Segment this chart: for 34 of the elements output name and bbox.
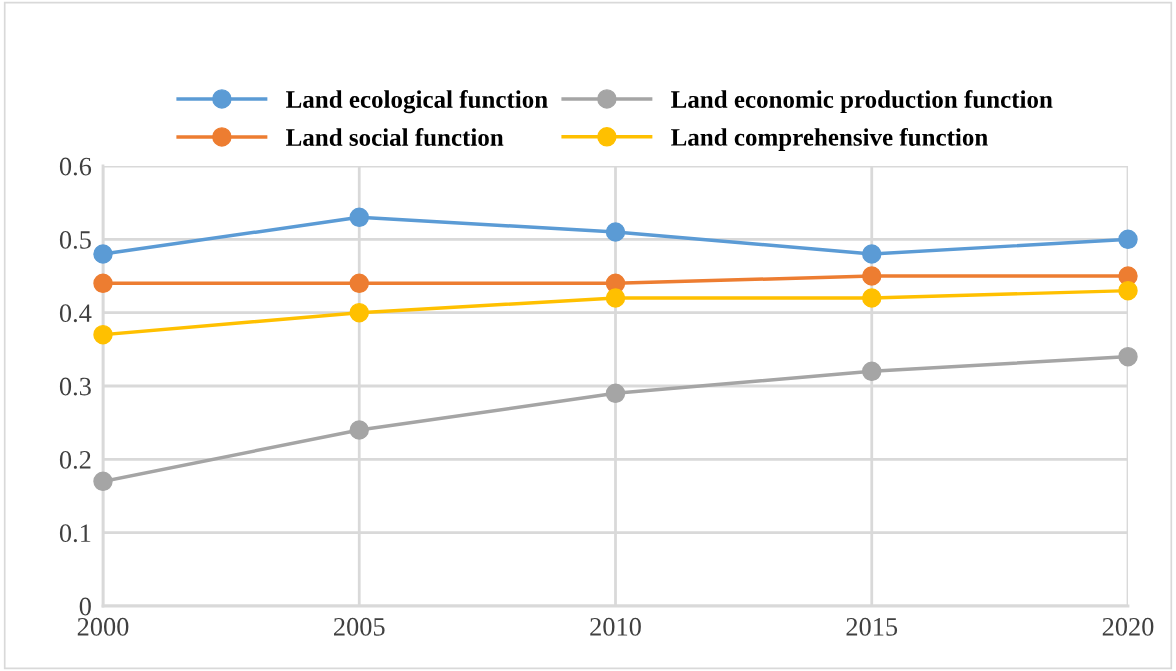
point <box>605 222 626 242</box>
point <box>862 266 882 286</box>
y-tick-label: 0.3 <box>59 377 91 396</box>
legend-label: Land social function <box>286 128 504 146</box>
x-tick-label: 2010 <box>590 617 641 636</box>
x-tick-label: 2005 <box>334 617 385 636</box>
point <box>605 288 626 308</box>
point <box>862 288 882 308</box>
y-tick-label: 0 <box>79 597 91 616</box>
y-tick-label: 0.2 <box>59 450 91 469</box>
point <box>349 420 369 440</box>
y-tick-label: 0.6 <box>59 157 92 176</box>
legend-label: Land economic production function <box>671 90 1053 113</box>
x-tick-label: 2015 <box>846 617 898 636</box>
point <box>1118 280 1138 301</box>
x-tick-label: 2000 <box>77 617 129 636</box>
point <box>862 244 882 264</box>
point <box>93 324 113 345</box>
legend-label: Land ecological function <box>286 90 548 114</box>
point <box>349 207 369 228</box>
x-tick-label: 2020 <box>1102 617 1154 636</box>
y-tick-label: 0.5 <box>59 230 91 249</box>
y-tick-label: 0.1 <box>59 524 91 543</box>
point <box>862 361 882 382</box>
point <box>1118 346 1138 367</box>
y-tick-label: 0.4 <box>59 304 92 323</box>
point <box>93 471 113 492</box>
point <box>605 383 626 404</box>
point <box>349 302 369 323</box>
legend-label: Land comprehensive function <box>671 127 988 151</box>
point <box>1118 229 1138 250</box>
point <box>349 273 369 294</box>
point <box>93 273 113 294</box>
point <box>93 244 113 264</box>
